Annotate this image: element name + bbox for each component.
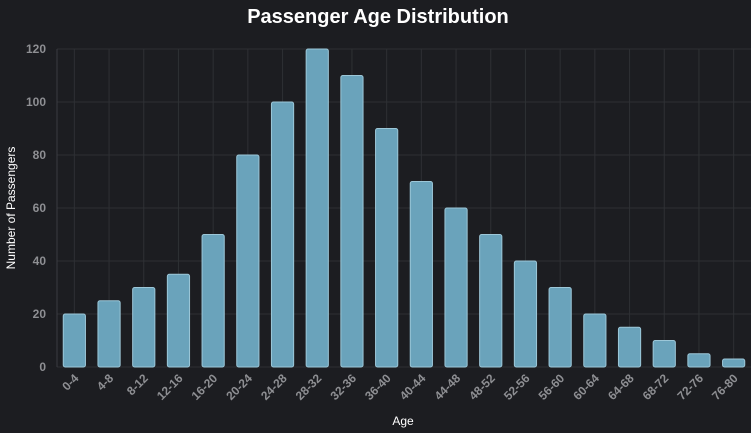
y-tick-label: 60 (33, 201, 47, 215)
bars (62, 48, 746, 368)
bar-0-4[interactable] (62, 313, 86, 368)
bar-24-28[interactable] (270, 101, 295, 368)
bar-60-64[interactable] (583, 313, 607, 368)
grid-lines (56, 48, 751, 368)
x-tick-label: 28-32 (293, 371, 325, 403)
x-tick-label: 60-64 (570, 371, 602, 403)
x-tick-label: 64-68 (605, 371, 637, 403)
x-tick-label: 4-8 (94, 371, 116, 393)
bar-72-76[interactable] (687, 353, 711, 368)
bar-64-68[interactable] (617, 326, 642, 368)
y-tick-label: 40 (33, 254, 47, 268)
x-tick-label: 36-40 (362, 371, 394, 403)
bar-16-20[interactable] (201, 234, 225, 368)
x-tick-labels: 0-4 4-8 8-12 12-16 16-20 20-24 24-28 28-32 32-36… (59, 371, 741, 403)
x-tick-label: 72-76 (674, 371, 706, 403)
bar-20-24[interactable] (236, 154, 260, 368)
chart-title: Passenger Age Distribution (247, 6, 509, 28)
bar-40-44[interactable] (409, 181, 433, 368)
bar-8-12[interactable] (132, 287, 156, 368)
x-tick-label: 52-56 (501, 371, 533, 403)
y-tick-label: 20 (33, 307, 47, 321)
y-tick-label: 120 (26, 42, 46, 56)
x-tick-label: 68-72 (640, 371, 672, 403)
x-tick-label: 24-28 (258, 371, 290, 403)
x-tick-label: 12-16 (154, 371, 186, 403)
x-tick-label: 40-44 (397, 371, 429, 403)
bar-36-40[interactable] (375, 128, 399, 368)
x-tick-label: 44-48 (432, 371, 464, 403)
x-tick-label: 8-12 (124, 371, 151, 398)
x-tick-label: 0-4 (59, 371, 81, 393)
y-axis-label: Number of Passengers (4, 147, 18, 270)
x-tick-label: 48-52 (466, 371, 498, 403)
x-tick-label: 32-36 (327, 371, 359, 403)
bar-68-72[interactable] (652, 340, 676, 368)
x-tick-label: 16-20 (189, 371, 221, 403)
bar-28-32[interactable] (305, 48, 329, 368)
y-tick-label: 100 (26, 95, 46, 109)
y-tick-label: 80 (33, 148, 47, 162)
x-tick-label: 20-24 (223, 371, 255, 403)
y-tick-label: 0 (39, 360, 46, 374)
x-axis-label: Age (392, 414, 414, 428)
bar-52-56[interactable] (513, 260, 538, 368)
bar-4-8[interactable] (97, 300, 121, 368)
bar-44-48[interactable] (444, 207, 468, 368)
x-tick-label: 56-60 (536, 371, 568, 403)
bar-48-52[interactable] (479, 234, 503, 368)
bar-76-80[interactable] (722, 358, 746, 368)
x-tick-label: 76-80 (709, 371, 741, 403)
bar-32-36[interactable] (340, 75, 364, 368)
y-tick-labels: 0 20 40 60 80 100 120 (26, 42, 46, 374)
bar-12-16[interactable] (166, 273, 191, 368)
bar-56-60[interactable] (548, 287, 572, 368)
